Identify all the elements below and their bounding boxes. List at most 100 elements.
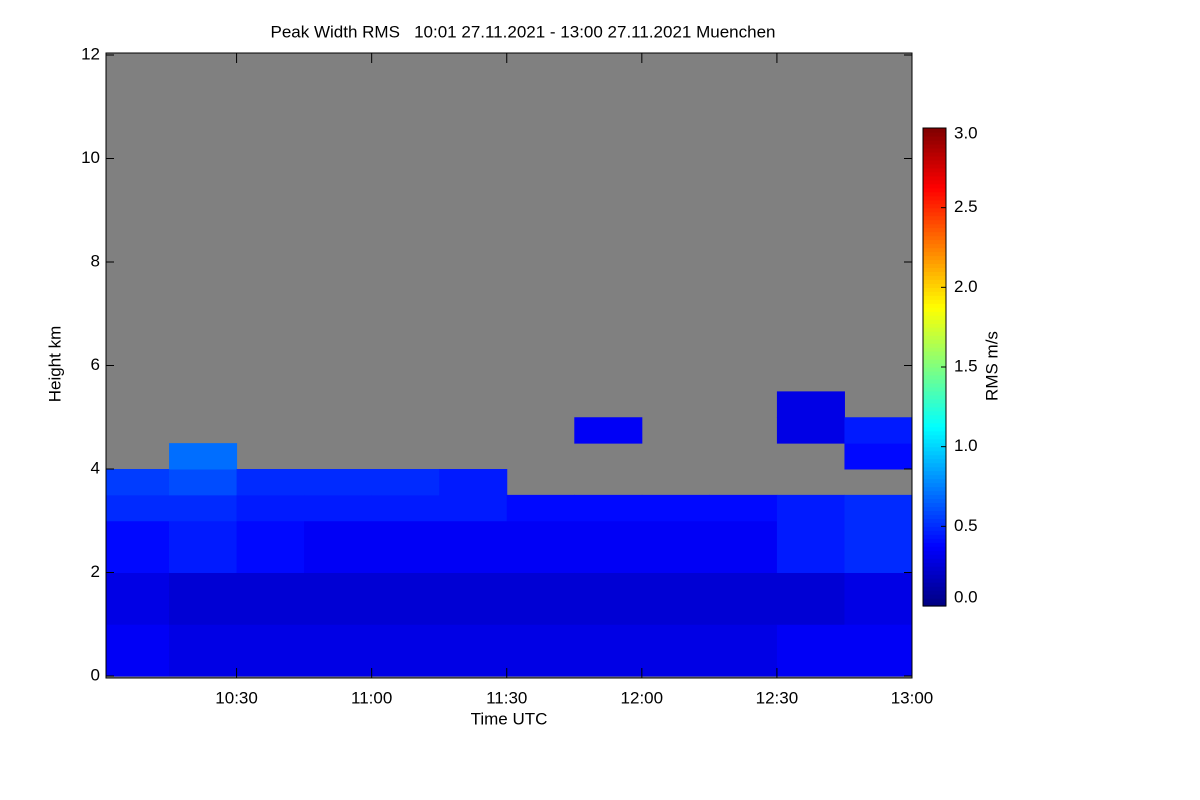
heat-cell [106, 520, 170, 573]
colorbar-segment [923, 267, 946, 272]
colorbar-segment [923, 183, 946, 189]
colorbar-segment [923, 327, 946, 332]
colorbar-segment [923, 255, 946, 261]
heat-cell [439, 469, 508, 496]
heat-cell [371, 469, 440, 496]
heat-cell [169, 494, 238, 522]
colorbar-segment [923, 159, 946, 165]
heat-cell [574, 520, 643, 573]
colorbar-segment [923, 590, 946, 595]
colorbar-segment [923, 530, 946, 535]
colorbar-segment [923, 155, 946, 161]
colorbar-tick-label: 1.0 [954, 436, 978, 455]
colorbar-segment [923, 147, 946, 153]
heat-cell [236, 624, 305, 677]
colorbar-segment [923, 534, 946, 539]
heat-cell [371, 520, 440, 573]
colorbar-segment [923, 454, 946, 460]
colorbar-segment [923, 510, 946, 515]
y-tick-label: 8 [91, 251, 100, 270]
heat-cell [844, 443, 913, 470]
colorbar-segment [923, 374, 946, 380]
colorbar-segment [923, 175, 946, 181]
heat-cell [709, 494, 778, 522]
colorbar-segment [923, 315, 946, 320]
colorbar-tick-label: 1.5 [954, 356, 978, 375]
colorbar-segment [923, 522, 946, 527]
colorbar-segment [923, 498, 946, 504]
heat-cell [236, 572, 305, 625]
colorbar-segment [923, 478, 946, 484]
heat-cell [844, 494, 913, 522]
heat-cell [776, 494, 845, 522]
heat-cell [574, 624, 643, 677]
colorbar-segment [923, 458, 946, 464]
y-axis-label: Height km [45, 326, 64, 403]
colorbar-segment [923, 494, 946, 500]
colorbar-segment [923, 259, 946, 265]
colorbar-segment [923, 195, 946, 201]
y-tick-label: 10 [81, 148, 100, 167]
colorbar-segment [923, 219, 946, 225]
colorbar-segment [923, 275, 946, 280]
colorbar-segment [923, 518, 946, 523]
colorbar-segment [923, 490, 946, 496]
colorbar-tick-label: 2.5 [954, 197, 978, 216]
colorbar-segment [923, 359, 946, 364]
colorbar-segment [923, 335, 946, 340]
colorbar-segment [923, 307, 946, 312]
colorbar-segment [923, 482, 946, 488]
colorbar-segment [923, 542, 946, 547]
colorbar-segment [923, 410, 946, 416]
colorbar-segment [923, 179, 946, 185]
heat-cell [574, 572, 643, 625]
heat-cell [169, 572, 238, 625]
heat-cell [236, 494, 305, 522]
heat-cell [641, 572, 710, 625]
colorbar-segment [923, 378, 946, 384]
colorbar-segment [923, 239, 946, 245]
colorbar-segment [923, 570, 946, 575]
colorbar-segment [923, 394, 946, 400]
heat-cell [304, 469, 373, 496]
heat-cell [776, 624, 845, 677]
heat-cell [709, 520, 778, 573]
colorbar-segment [923, 486, 946, 492]
x-axis-label: Time UTC [471, 709, 548, 728]
colorbar-segment [923, 235, 946, 241]
colorbar-segment [923, 414, 946, 420]
heat-cell [236, 469, 305, 496]
heat-cell [709, 624, 778, 677]
colorbar-segment [923, 546, 946, 551]
colorbar-segment [923, 319, 946, 324]
colorbar-tick-label: 3.0 [954, 123, 978, 142]
colorbar-segment [923, 347, 946, 352]
colorbar-segment [923, 370, 946, 376]
heat-cell [439, 624, 508, 677]
x-tick-label: 13:00 [891, 688, 934, 707]
heat-cell [106, 572, 170, 625]
colorbar-segment [923, 434, 946, 440]
colorbar-segment [923, 151, 946, 157]
colorbar-segment [923, 247, 946, 253]
colorbar-segment [923, 506, 946, 511]
heat-cell [169, 469, 238, 496]
colorbar-segment [923, 363, 946, 368]
colorbar-segment [923, 355, 946, 360]
colorbar-segment [923, 422, 946, 428]
heat-cell [844, 624, 913, 677]
colorbar-segment [923, 227, 946, 233]
colorbar-segment [923, 171, 946, 177]
colorbar-segment [923, 398, 946, 404]
colorbar-segment [923, 430, 946, 436]
colorbar-segment [923, 450, 946, 456]
heat-cell [641, 624, 710, 677]
heat-cell [506, 494, 575, 522]
heat-cell [371, 494, 440, 522]
colorbar-segment [923, 139, 946, 145]
colorbar-segment [923, 438, 946, 444]
chart-title: Peak Width RMS 10:01 27.11.2021 - 13:00 … [271, 22, 776, 41]
colorbar-segment [923, 191, 946, 197]
x-tick-label: 11:00 [351, 688, 392, 707]
heat-cell [169, 520, 238, 573]
